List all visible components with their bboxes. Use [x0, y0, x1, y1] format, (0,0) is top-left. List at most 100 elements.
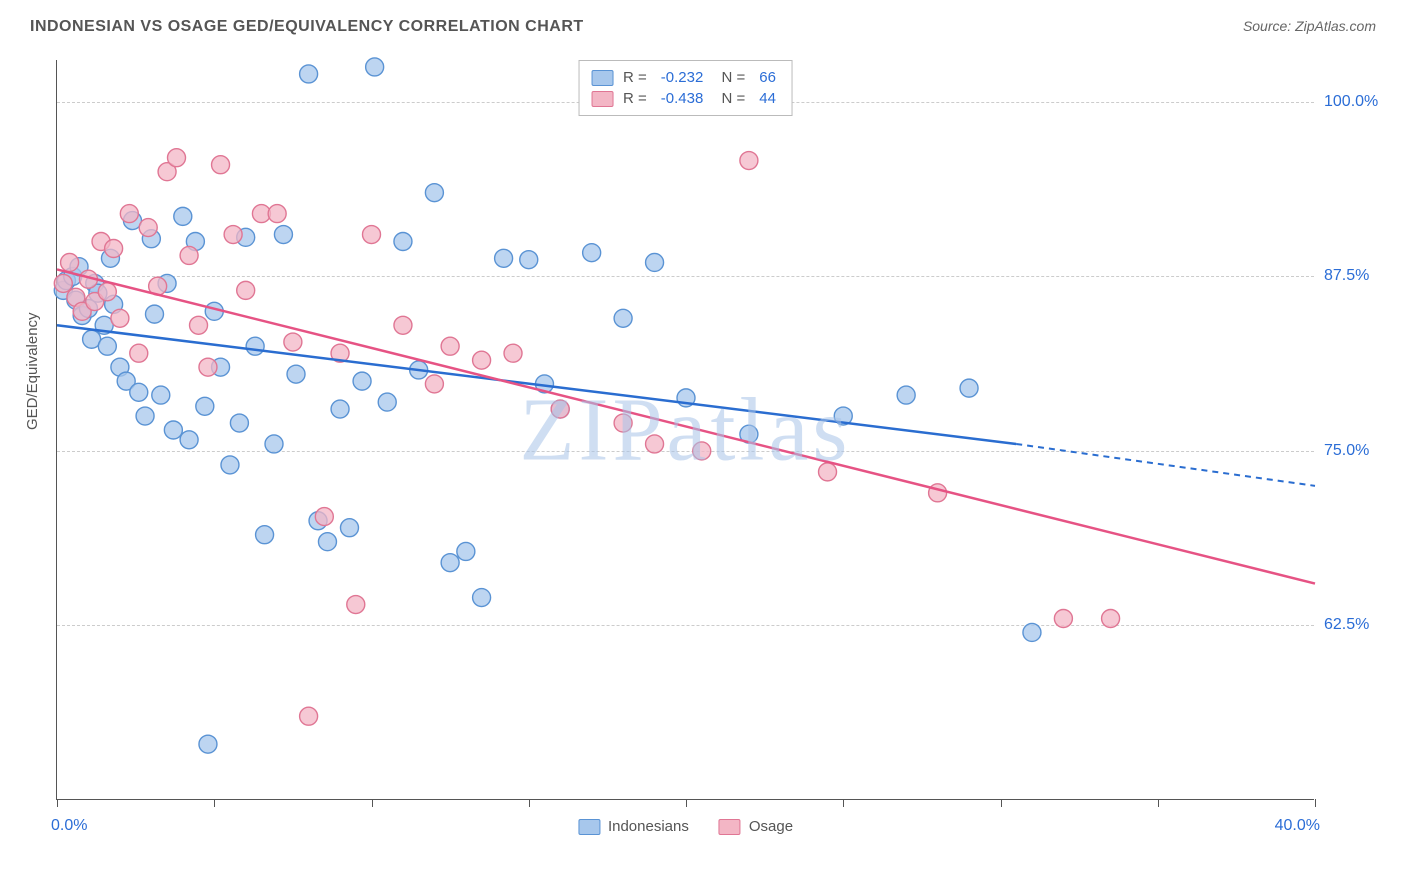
data-point	[98, 337, 116, 355]
data-point	[300, 65, 318, 83]
data-point	[120, 205, 138, 223]
data-point	[164, 421, 182, 439]
data-point	[246, 337, 264, 355]
data-point	[224, 226, 242, 244]
data-point	[152, 386, 170, 404]
x-tick	[1001, 799, 1002, 807]
data-point	[457, 542, 475, 560]
data-point	[1023, 623, 1041, 641]
data-point	[130, 344, 148, 362]
data-point	[268, 205, 286, 223]
data-point	[646, 435, 664, 453]
r-value-osage: -0.438	[661, 90, 704, 107]
data-point	[180, 246, 198, 264]
x-tick	[529, 799, 530, 807]
data-point	[98, 283, 116, 301]
scatter-svg	[57, 60, 1314, 799]
data-point	[168, 149, 186, 167]
data-point	[315, 508, 333, 526]
data-point	[551, 400, 569, 418]
x-tick	[372, 799, 373, 807]
trend-line-extension	[1016, 444, 1315, 486]
x-tick	[57, 799, 58, 807]
data-point	[960, 379, 978, 397]
data-point	[196, 397, 214, 415]
legend-label-indonesians: Indonesians	[608, 818, 689, 835]
data-point	[145, 305, 163, 323]
legend-row-osage: R = -0.438 N = 44	[591, 88, 780, 109]
x-tick	[843, 799, 844, 807]
data-point	[105, 239, 123, 257]
data-point	[265, 435, 283, 453]
data-point	[284, 333, 302, 351]
y-tick-label: 87.5%	[1324, 267, 1394, 285]
data-point	[174, 207, 192, 225]
data-point	[646, 253, 664, 271]
data-point	[614, 309, 632, 327]
data-point	[693, 442, 711, 460]
x-tick	[1315, 799, 1316, 807]
x-tick	[1158, 799, 1159, 807]
data-point	[394, 233, 412, 251]
data-point	[520, 251, 538, 269]
data-point	[136, 407, 154, 425]
data-point	[1102, 609, 1120, 627]
chart-header: INDONESIAN VS OSAGE GED/EQUIVALENCY CORR…	[0, 0, 1406, 46]
data-point	[819, 463, 837, 481]
x-max-label: 40.0%	[1275, 817, 1320, 835]
legend-item-osage: Osage	[719, 818, 793, 835]
data-point	[274, 226, 292, 244]
data-point	[318, 533, 336, 551]
data-point	[180, 431, 198, 449]
x-tick	[686, 799, 687, 807]
data-point	[331, 400, 349, 418]
x-min-label: 0.0%	[51, 817, 87, 835]
plot-area: 62.5%75.0%87.5%100.0% ZIPatlas R = -0.23…	[56, 60, 1314, 800]
data-point	[378, 393, 396, 411]
data-point	[139, 219, 157, 237]
data-point	[199, 358, 217, 376]
swatch-indonesians	[591, 70, 613, 86]
data-point	[897, 386, 915, 404]
data-point	[221, 456, 239, 474]
data-point	[199, 735, 217, 753]
data-point	[130, 383, 148, 401]
series-legend: Indonesians Osage	[578, 818, 793, 835]
data-point	[441, 337, 459, 355]
data-point	[300, 707, 318, 725]
source-label: Source: ZipAtlas.com	[1243, 18, 1376, 34]
legend-label-osage: Osage	[749, 818, 793, 835]
data-point	[441, 554, 459, 572]
y-tick-label: 100.0%	[1324, 93, 1394, 111]
data-point	[111, 309, 129, 327]
data-point	[740, 152, 758, 170]
data-point	[256, 526, 274, 544]
data-point	[394, 316, 412, 334]
data-point	[425, 375, 443, 393]
data-point	[473, 589, 491, 607]
data-point	[473, 351, 491, 369]
swatch-osage	[591, 91, 613, 107]
chart-title: INDONESIAN VS OSAGE GED/EQUIVALENCY CORR…	[30, 18, 584, 36]
data-point	[237, 281, 255, 299]
data-point	[212, 156, 230, 174]
n-value-indonesians: 66	[759, 69, 776, 86]
correlation-legend: R = -0.232 N = 66 R = -0.438 N = 44	[578, 60, 793, 116]
data-point	[363, 226, 381, 244]
n-value-osage: 44	[759, 90, 776, 107]
swatch-icon	[578, 819, 600, 835]
data-point	[495, 249, 513, 267]
data-point	[614, 414, 632, 432]
swatch-icon	[719, 819, 741, 835]
data-point	[353, 372, 371, 390]
data-point	[583, 244, 601, 262]
x-tick	[214, 799, 215, 807]
y-tick-label: 62.5%	[1324, 616, 1394, 634]
data-point	[287, 365, 305, 383]
data-point	[230, 414, 248, 432]
r-value-indonesians: -0.232	[661, 69, 704, 86]
data-point	[504, 344, 522, 362]
trend-line	[57, 325, 1016, 444]
legend-item-indonesians: Indonesians	[578, 818, 689, 835]
data-point	[340, 519, 358, 537]
